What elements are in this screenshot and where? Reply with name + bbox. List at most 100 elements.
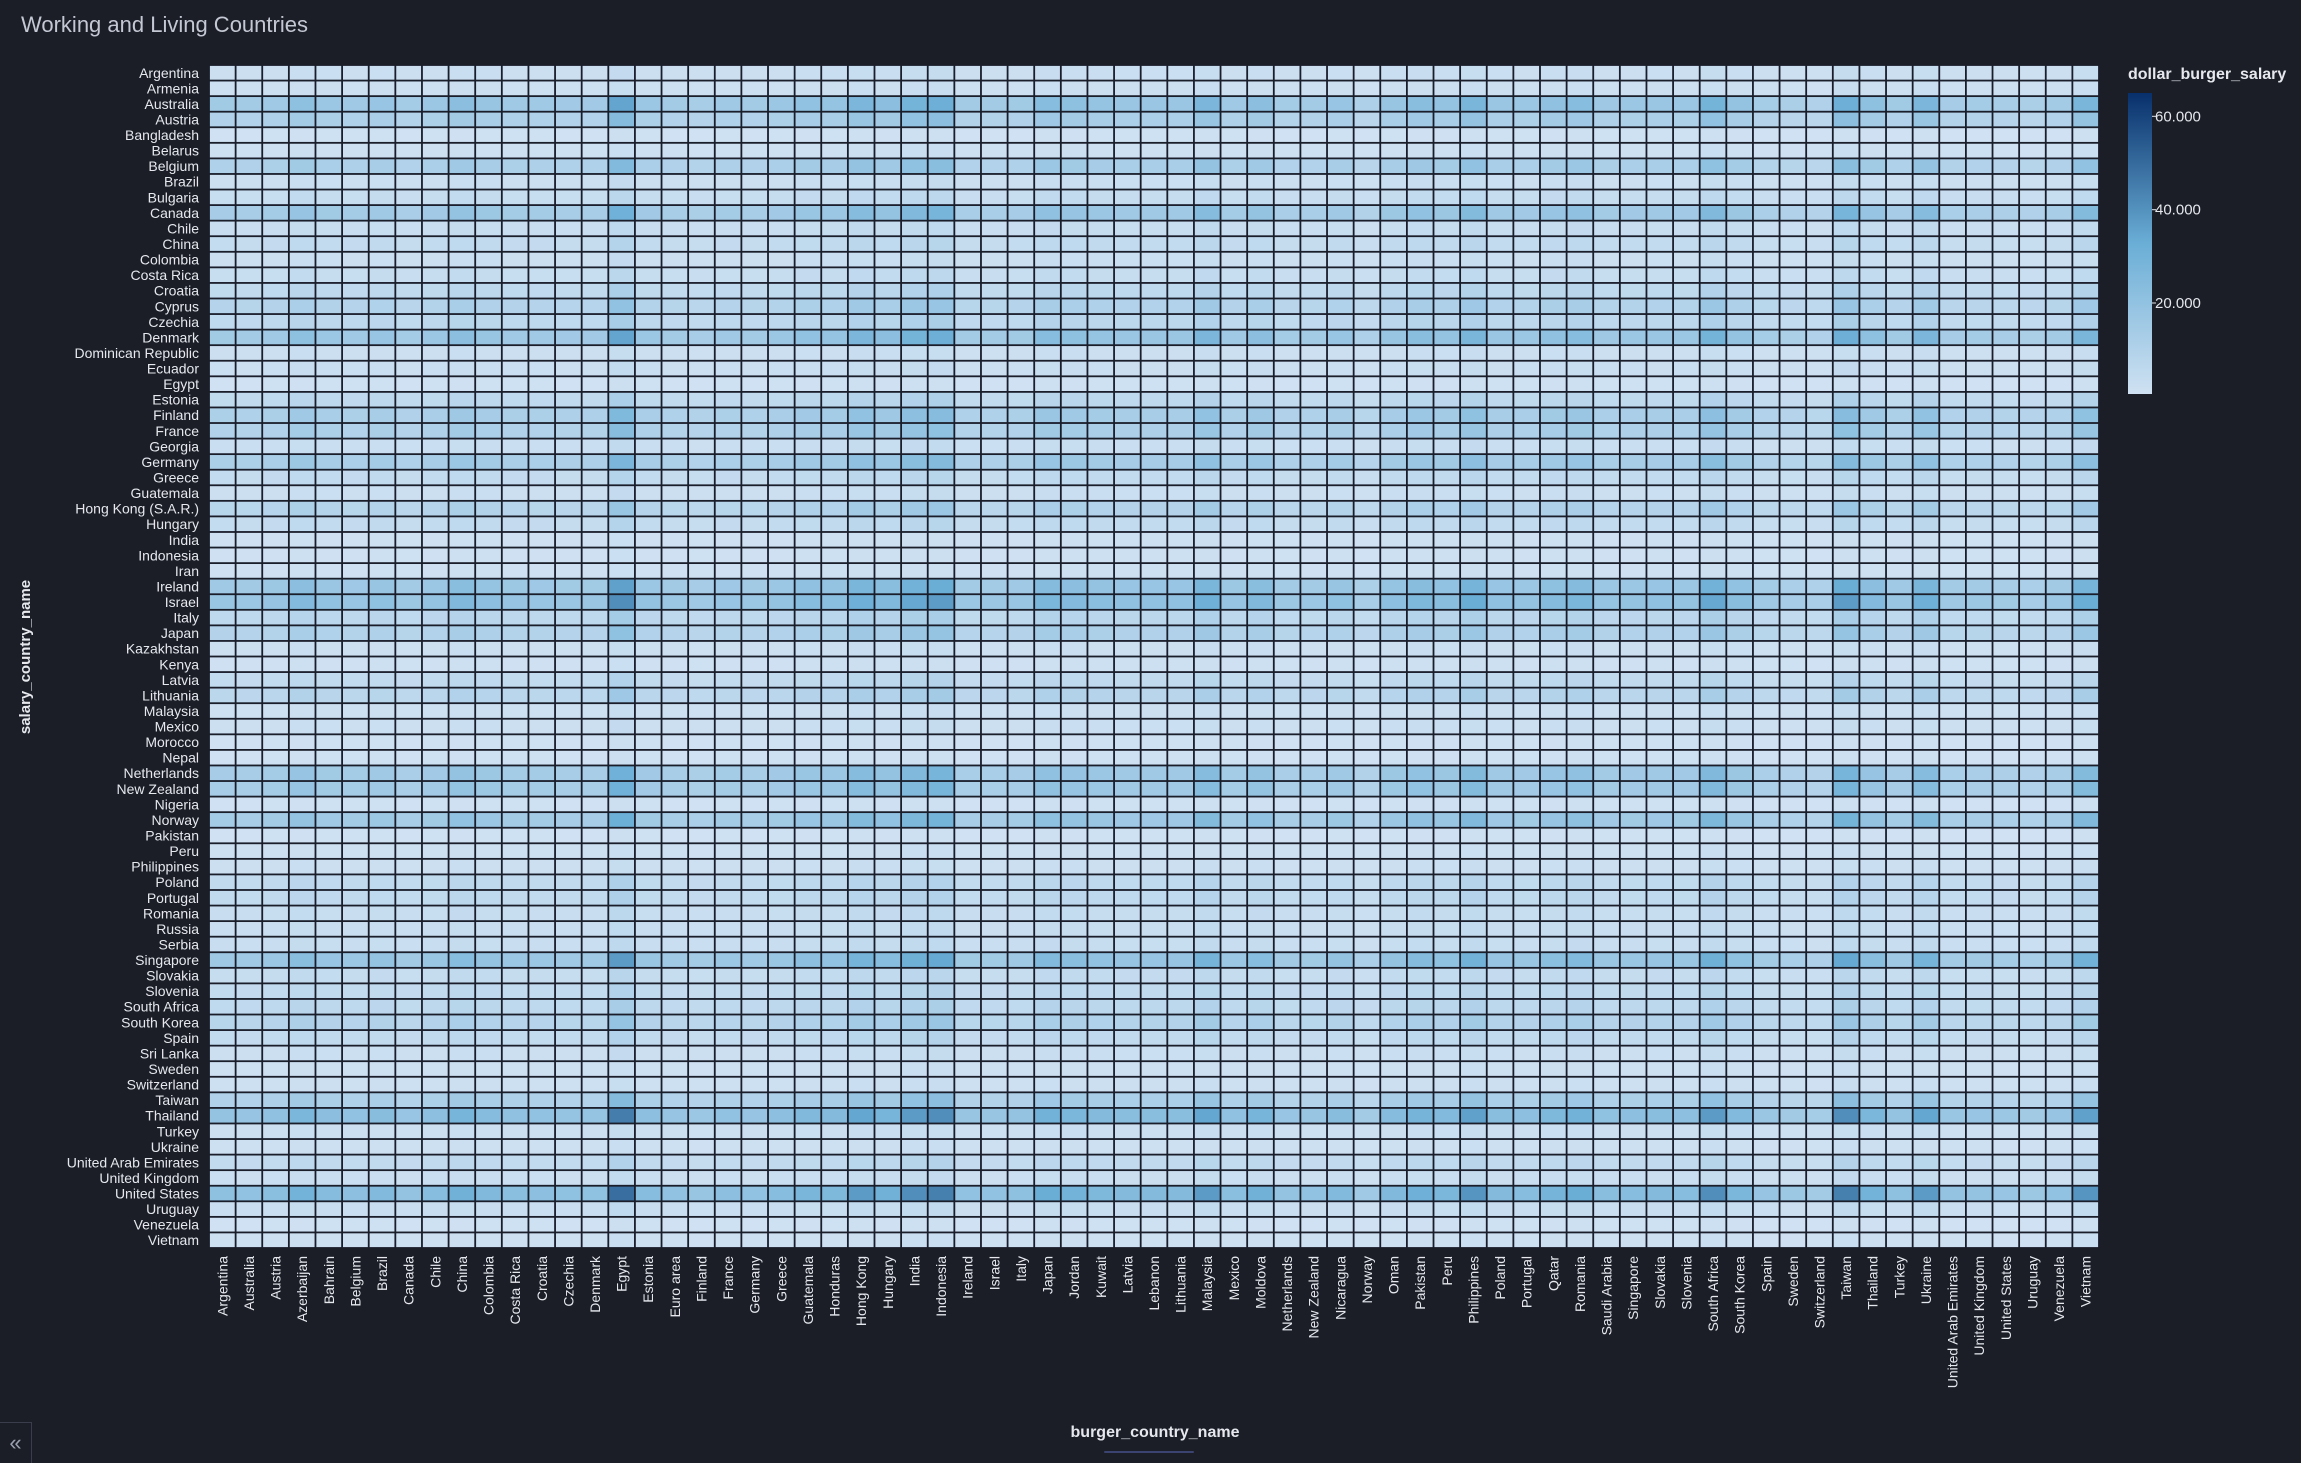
heatmap-cell[interactable] [1540,750,1566,765]
heatmap-cell[interactable] [1833,1108,1859,1123]
heatmap-cell[interactable] [1807,937,1832,952]
heatmap-cell[interactable] [902,657,927,672]
heatmap-cell[interactable] [529,1062,555,1076]
heatmap-cell[interactable] [1753,128,1779,142]
heatmap-cell[interactable] [902,1077,927,1092]
heatmap-cell[interactable] [822,719,847,734]
heatmap-cell[interactable] [449,65,475,80]
heatmap-cell[interactable] [1700,610,1726,625]
heatmap-cell[interactable] [768,813,794,827]
heatmap-cell[interactable] [369,766,395,781]
heatmap-cell[interactable] [2073,906,2099,921]
heatmap-cell[interactable] [1301,813,1327,827]
heatmap-cell[interactable] [928,937,954,952]
heatmap-cell[interactable] [1727,314,1753,329]
heatmap-cell[interactable] [1647,953,1673,967]
heatmap-cell[interactable] [422,1093,448,1108]
heatmap-cell[interactable] [449,361,475,376]
heatmap-cell[interactable] [1940,937,1965,952]
heatmap-cell[interactable] [449,268,475,283]
heatmap-cell[interactable] [343,906,368,921]
heatmap-cell[interactable] [502,97,528,111]
heatmap-cell[interactable] [1035,672,1060,687]
heatmap-cell[interactable] [1753,1030,1779,1045]
heatmap-cell[interactable] [1780,999,1806,1014]
heatmap-cell[interactable] [689,984,714,999]
heatmap-cell[interactable] [236,423,262,438]
heatmap-cell[interactable] [768,470,794,485]
heatmap-cell[interactable] [1514,517,1540,532]
heatmap-cell[interactable] [396,922,422,936]
heatmap-cell[interactable] [848,252,874,267]
heatmap-cell[interactable] [1886,595,1912,609]
heatmap-cell[interactable] [1035,750,1060,765]
heatmap-cell[interactable] [1301,517,1327,532]
heatmap-cell[interactable] [502,423,528,438]
heatmap-cell[interactable] [1008,143,1034,158]
heatmap-cell[interactable] [742,252,768,267]
heatmap-cell[interactable] [609,314,635,329]
heatmap-cell[interactable] [1913,610,1939,625]
heatmap-cell[interactable] [1700,423,1726,438]
heatmap-cell[interactable] [689,844,714,858]
heatmap-cell[interactable] [1514,1108,1540,1123]
heatmap-cell[interactable] [955,361,981,376]
heatmap-cell[interactable] [1381,299,1406,314]
heatmap-cell[interactable] [928,97,954,111]
heatmap-cell[interactable] [1381,890,1406,905]
heatmap-cell[interactable] [1434,423,1460,438]
heatmap-cell[interactable] [1035,735,1060,749]
heatmap-cell[interactable] [1461,657,1486,672]
heatmap-cell[interactable] [1594,143,1619,158]
heatmap-cell[interactable] [1860,641,1886,656]
heatmap-cell[interactable] [795,610,821,625]
heatmap-cell[interactable] [1248,1108,1273,1123]
heatmap-cell[interactable] [1168,237,1194,251]
heatmap-cell[interactable] [289,1030,315,1045]
heatmap-cell[interactable] [689,1124,714,1139]
heatmap-cell[interactable] [1700,922,1726,936]
heatmap-cell[interactable] [742,423,768,438]
heatmap-cell[interactable] [848,299,874,314]
heatmap-cell[interactable] [875,174,901,189]
heatmap-cell[interactable] [1487,564,1513,578]
heatmap-cell[interactable] [1886,626,1912,641]
heatmap-cell[interactable] [396,361,422,376]
heatmap-cell[interactable] [1008,953,1034,967]
heatmap-cell[interactable] [715,65,741,80]
heatmap-cell[interactable] [1514,626,1540,641]
heatmap-cell[interactable] [955,719,981,734]
heatmap-cell[interactable] [2046,579,2072,594]
heatmap-cell[interactable] [1807,361,1832,376]
heatmap-cell[interactable] [768,190,794,205]
heatmap-cell[interactable] [502,408,528,423]
heatmap-cell[interactable] [2046,470,2072,485]
heatmap-cell[interactable] [263,455,288,469]
heatmap-cell[interactable] [1860,439,1886,454]
heatmap-cell[interactable] [875,626,901,641]
heatmap-cell[interactable] [1381,252,1406,267]
heatmap-cell[interactable] [529,268,555,283]
heatmap-cell[interactable] [1753,330,1779,345]
heatmap-cell[interactable] [1274,330,1300,345]
heatmap-cell[interactable] [662,205,688,220]
heatmap-cell[interactable] [236,65,262,80]
heatmap-cell[interactable] [1860,844,1886,858]
heatmap-cell[interactable] [1248,672,1273,687]
heatmap-cell[interactable] [236,548,262,563]
heatmap-cell[interactable] [1248,268,1273,283]
heatmap-cell[interactable] [742,548,768,563]
heatmap-cell[interactable] [662,81,688,96]
heatmap-cell[interactable] [689,392,714,407]
heatmap-cell[interactable] [316,548,342,563]
heatmap-cell[interactable] [928,906,954,921]
heatmap-cell[interactable] [1114,595,1140,609]
heatmap-cell[interactable] [1407,1030,1433,1045]
heatmap-cell[interactable] [715,377,741,391]
heatmap-cell[interactable] [1434,392,1460,407]
heatmap-cell[interactable] [1221,1124,1247,1139]
heatmap-cell[interactable] [263,999,288,1014]
heatmap-cell[interactable] [1061,672,1087,687]
heatmap-cell[interactable] [848,859,874,874]
heatmap-cell[interactable] [422,968,448,983]
